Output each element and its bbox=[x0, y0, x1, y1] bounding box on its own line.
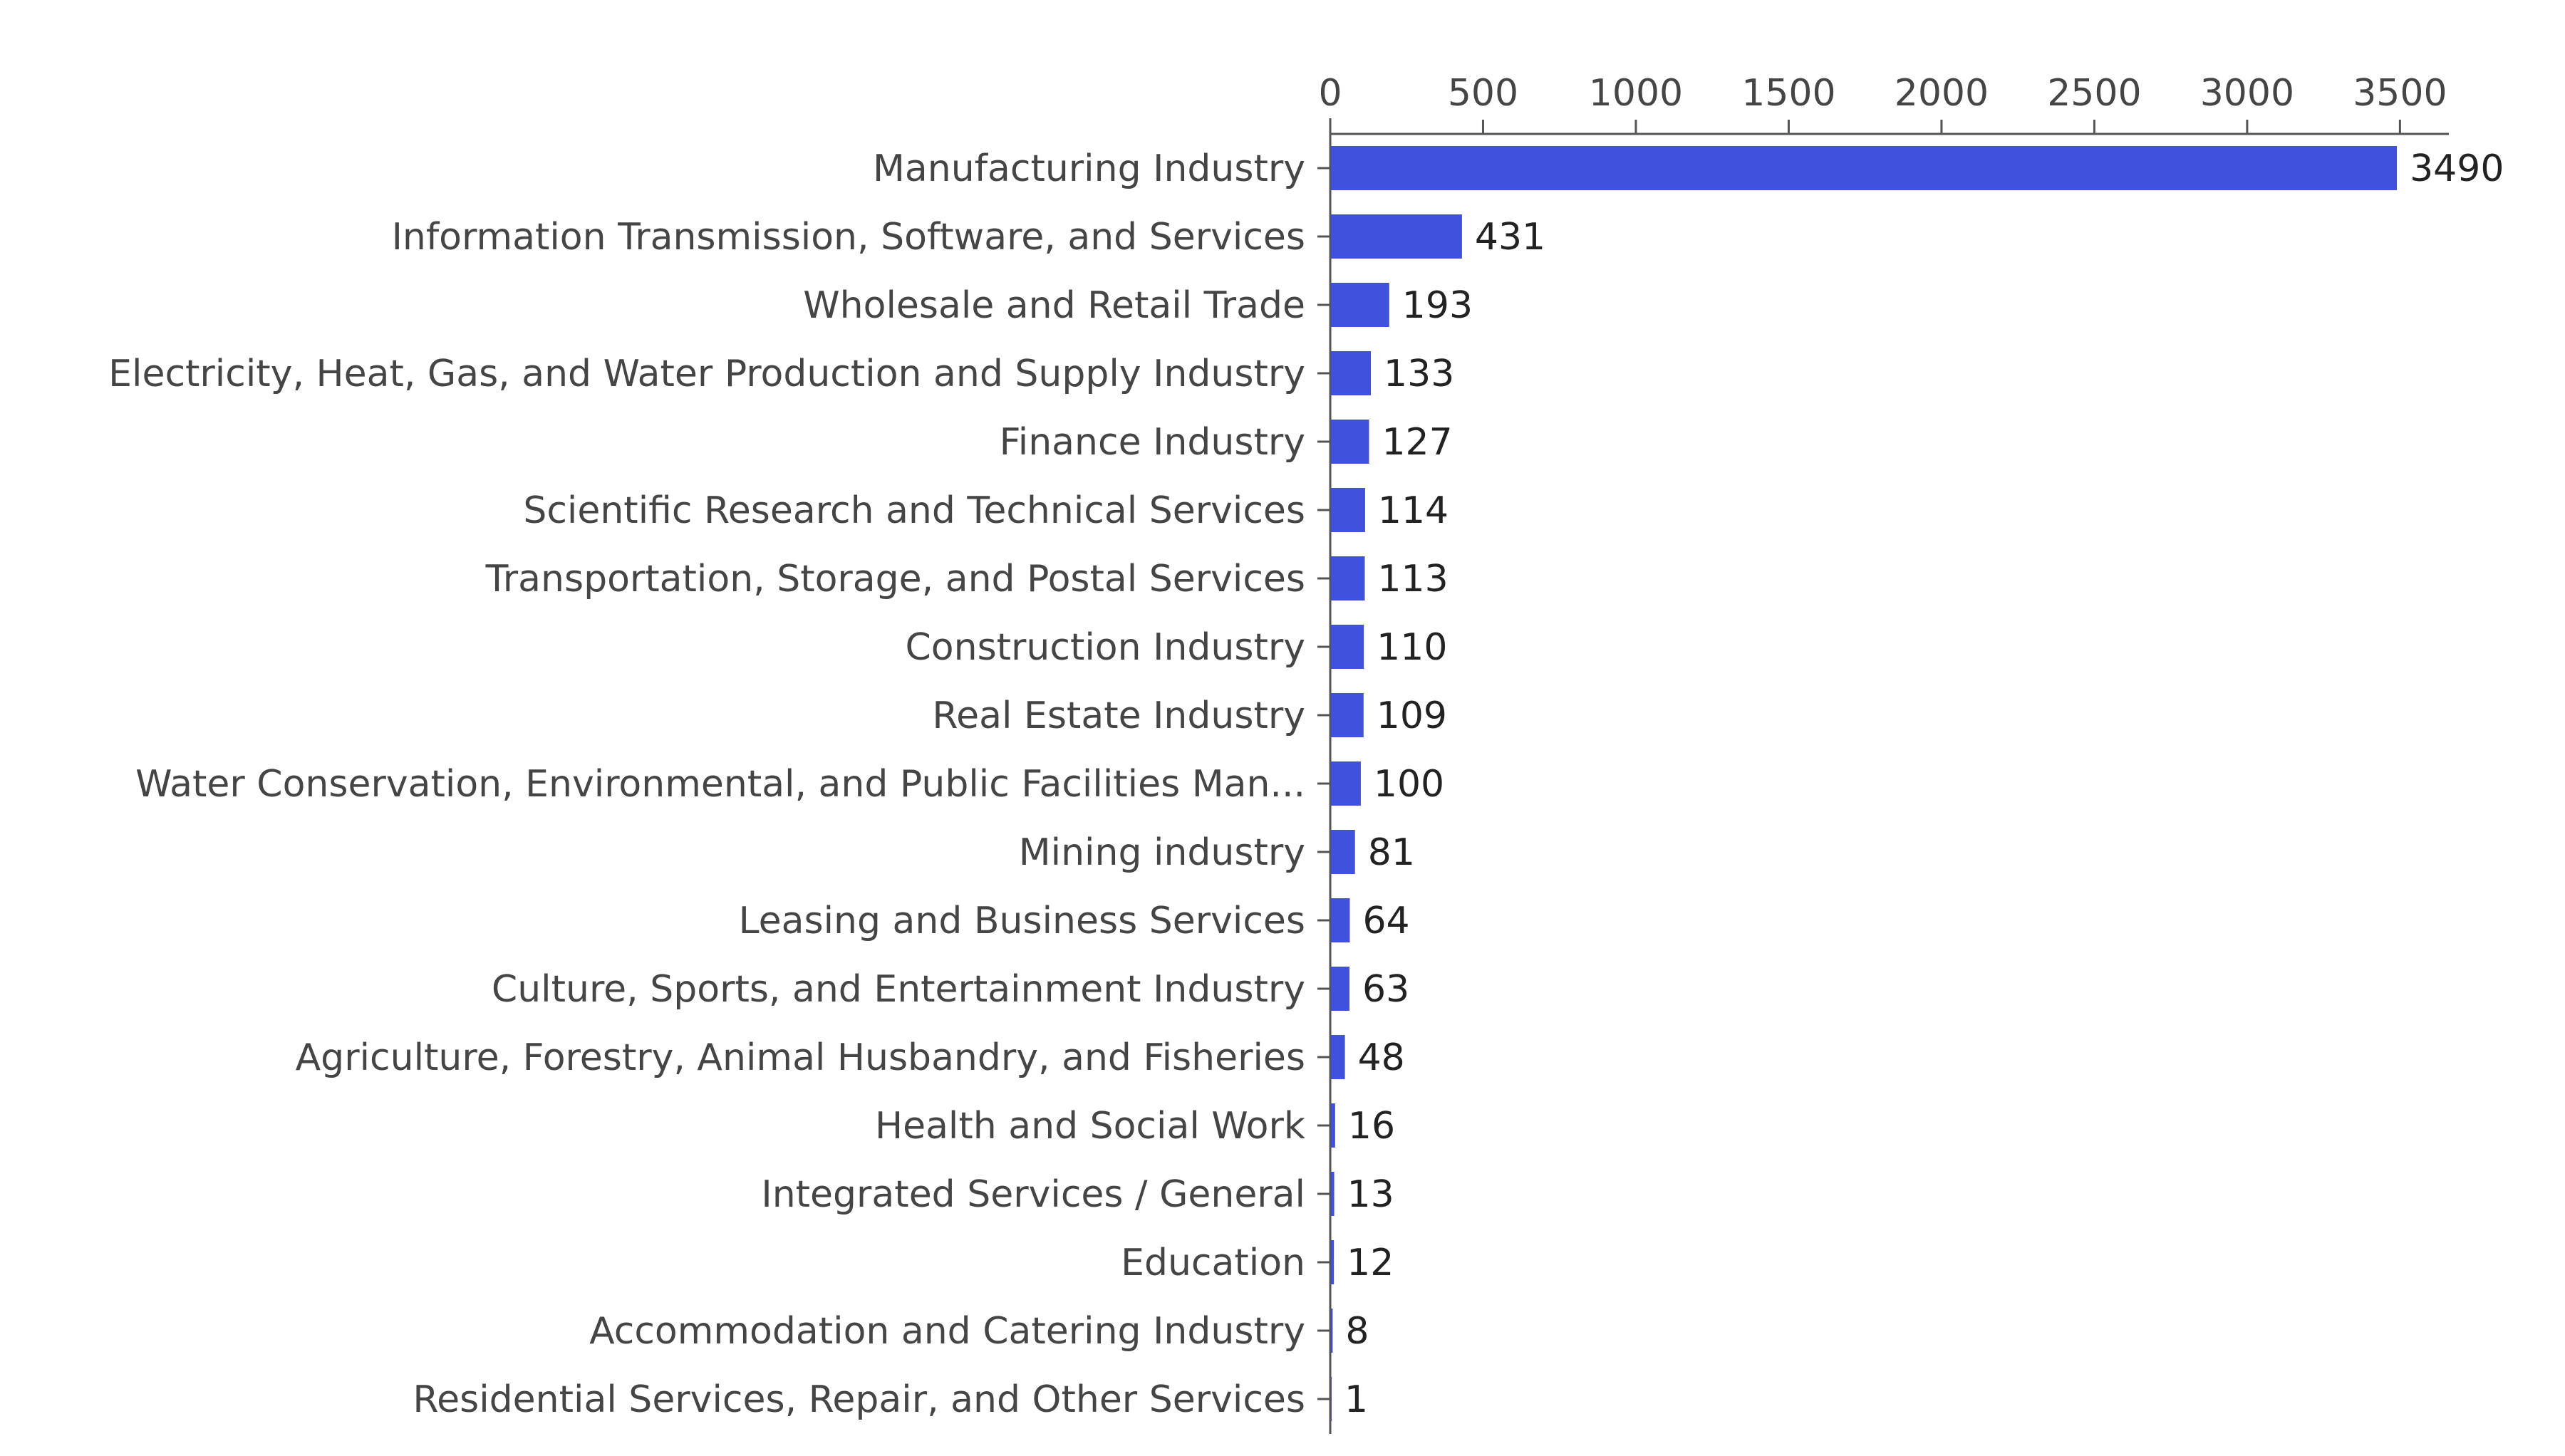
category-label: Culture, Sports, and Entertainment Indus… bbox=[492, 968, 1305, 1011]
bar bbox=[1330, 967, 1350, 1011]
bar bbox=[1330, 1172, 1335, 1216]
category-label: Transportation, Storage, and Postal Serv… bbox=[485, 558, 1305, 600]
data-label: 3490 bbox=[2410, 147, 2504, 190]
bar bbox=[1330, 1103, 1335, 1148]
bar bbox=[1330, 1035, 1345, 1079]
category-label: Accommodation and Catering Industry bbox=[589, 1310, 1305, 1353]
data-label: 12 bbox=[1347, 1242, 1394, 1284]
x-tick-label: 3000 bbox=[2200, 72, 2294, 115]
bar bbox=[1330, 1240, 1335, 1284]
bar bbox=[1330, 830, 1355, 874]
category-label: Construction Industry bbox=[905, 626, 1305, 669]
data-label: 110 bbox=[1377, 626, 1447, 669]
data-label: 127 bbox=[1382, 421, 1452, 464]
data-label: 133 bbox=[1384, 353, 1454, 395]
category-label: Residential Services, Repair, and Other … bbox=[413, 1378, 1305, 1421]
category-label: Education bbox=[1121, 1242, 1305, 1284]
category-label: Scientific Research and Technical Servic… bbox=[523, 489, 1305, 532]
category-label: Integrated Services / General bbox=[761, 1173, 1305, 1216]
x-tick-label: 2000 bbox=[1895, 72, 1989, 115]
data-label: 113 bbox=[1377, 558, 1448, 600]
bar bbox=[1330, 283, 1389, 327]
data-label: 109 bbox=[1377, 695, 1447, 737]
data-label: 431 bbox=[1475, 216, 1545, 259]
x-tick-label: 500 bbox=[1448, 72, 1518, 115]
x-tick-label: 2500 bbox=[2047, 72, 2141, 115]
bar bbox=[1330, 625, 1364, 669]
category-label: Mining industry bbox=[1019, 831, 1305, 874]
data-label: 13 bbox=[1347, 1173, 1394, 1216]
category-label: Health and Social Work bbox=[875, 1105, 1305, 1148]
category-label: Wholesale and Retail Trade bbox=[803, 284, 1305, 327]
data-label: 100 bbox=[1374, 763, 1444, 806]
bar bbox=[1330, 351, 1372, 395]
bar bbox=[1330, 693, 1364, 737]
x-tick-label: 1500 bbox=[1741, 72, 1835, 115]
data-label: 16 bbox=[1348, 1105, 1395, 1148]
category-label: Finance Industry bbox=[1000, 421, 1305, 464]
data-label: 114 bbox=[1378, 489, 1449, 532]
bar bbox=[1330, 1309, 1333, 1353]
data-label: 63 bbox=[1362, 968, 1409, 1011]
bar bbox=[1330, 420, 1369, 464]
bar bbox=[1330, 556, 1365, 600]
data-label: 8 bbox=[1345, 1310, 1369, 1353]
category-label: Leasing and Business Services bbox=[739, 900, 1305, 942]
bar bbox=[1330, 146, 2398, 190]
category-label: Information Transmission, Software, and … bbox=[392, 216, 1305, 259]
x-tick-label: 1000 bbox=[1589, 72, 1683, 115]
data-label: 1 bbox=[1344, 1378, 1368, 1421]
bar bbox=[1330, 214, 1462, 259]
data-label: 64 bbox=[1362, 900, 1409, 942]
bar bbox=[1330, 761, 1361, 806]
category-label: Manufacturing Industry bbox=[873, 147, 1305, 190]
category-label: Agriculture, Forestry, Animal Husbandry,… bbox=[296, 1036, 1305, 1079]
data-label: 193 bbox=[1402, 284, 1473, 327]
x-tick-label: 0 bbox=[1318, 72, 1342, 115]
bar bbox=[1330, 898, 1350, 942]
category-label: Water Conservation, Environmental, and P… bbox=[135, 763, 1305, 806]
x-tick-label: 3500 bbox=[2353, 72, 2447, 115]
bar bbox=[1330, 488, 1365, 532]
data-label: 48 bbox=[1358, 1036, 1405, 1079]
category-label: Real Estate Industry bbox=[932, 695, 1305, 737]
category-label: Electricity, Heat, Gas, and Water Produc… bbox=[108, 353, 1305, 395]
data-label: 81 bbox=[1368, 831, 1415, 874]
